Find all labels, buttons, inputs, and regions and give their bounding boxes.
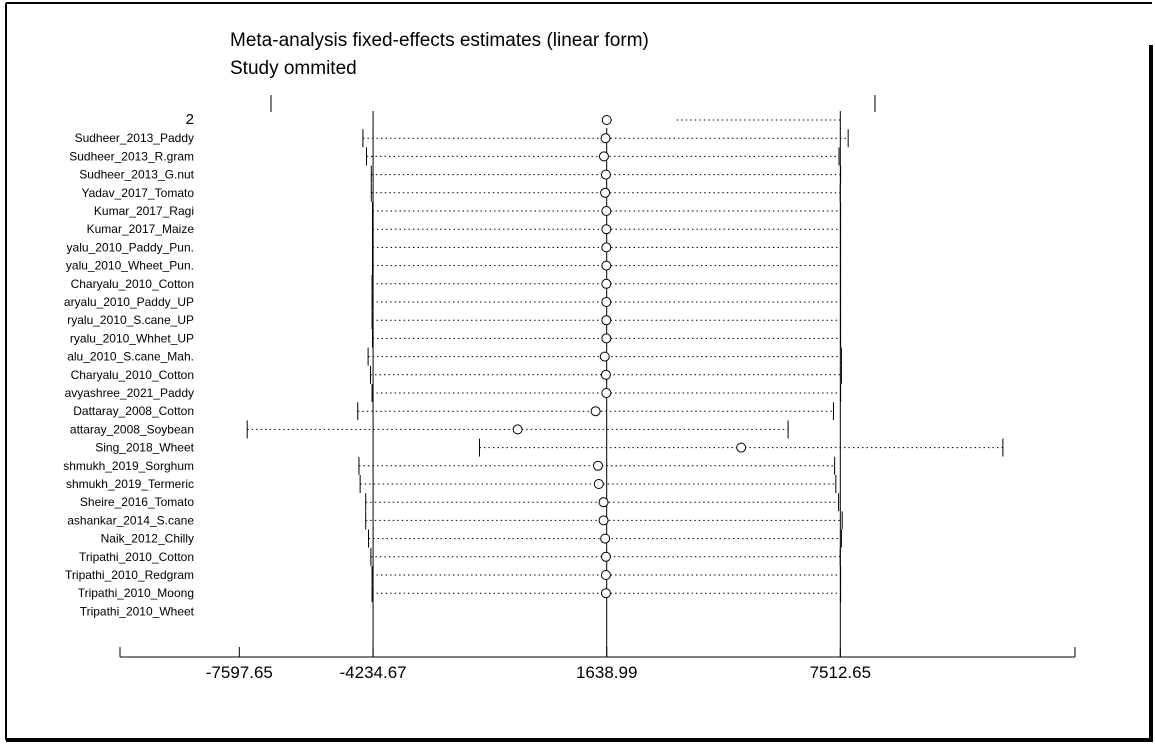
row-label: ryalu_2010_S.cane_UP <box>67 313 194 327</box>
row-label: Sheire_2016_Tomato <box>80 495 194 509</box>
row-label: avyashree_2021_Paddy <box>65 386 194 400</box>
row-label: Sudheer_2013_Paddy <box>75 131 194 145</box>
estimate-marker <box>601 388 612 398</box>
estimate-marker <box>593 479 604 489</box>
row-label: Naik_2012_Chilly <box>101 532 194 546</box>
estimate-marker <box>601 242 612 253</box>
estimate-marker <box>600 187 611 198</box>
estimate-marker <box>598 151 609 162</box>
row-label: Yadav_2017_Tomato <box>81 186 194 200</box>
row-label: shmukh_2019_Termeric <box>66 477 194 491</box>
chart-title: Meta-analysis fixed-effects estimates (l… <box>230 30 649 51</box>
estimate-marker <box>601 224 612 235</box>
x-tick-label: -7597.65 <box>206 663 273 682</box>
estimate-marker <box>601 260 612 271</box>
x-tick-label: 7512.65 <box>810 663 871 682</box>
estimate-marker <box>600 533 611 544</box>
estimate-marker <box>598 497 609 508</box>
row-label: Tripathi_2010_Moong <box>78 586 194 600</box>
estimate-marker <box>600 369 611 380</box>
row-label: 2 <box>186 111 194 128</box>
x-tick-label: -4234.67 <box>340 663 407 682</box>
row-label: yalu_2010_Paddy_Pun. <box>67 240 194 254</box>
row-label: Tripathi_2010_Cotton <box>79 550 194 564</box>
estimate-marker <box>601 115 612 125</box>
row-label: Charyalu_2010_Cotton <box>71 277 194 291</box>
row-label: shmukh_2019_Sorghum <box>63 459 194 473</box>
row-label: ryalu_2010_Whhet_UP <box>70 331 194 345</box>
estimate-marker <box>600 169 611 180</box>
row-label: alu_2010_S.cane_Mah. <box>67 350 194 364</box>
estimate-marker <box>600 588 611 599</box>
row-label: Kumar_2017_Ragi <box>94 204 194 218</box>
estimate-marker <box>601 278 612 289</box>
row-label: ashankar_2014_S.cane <box>67 513 194 527</box>
row-label: Tripathi_2010_Wheet <box>80 604 195 618</box>
row-label: aryalu_2010_Paddy_UP <box>64 295 194 309</box>
estimate-marker <box>600 570 611 580</box>
row-label: Dattaray_2008_Cotton <box>73 404 194 418</box>
estimate-marker <box>512 424 523 435</box>
estimate-marker <box>600 551 611 562</box>
estimate-marker <box>601 315 612 326</box>
estimate-marker <box>601 297 612 307</box>
row-label: yalu_2010_Wheet_Pun. <box>66 259 194 273</box>
estimate-marker <box>600 133 611 144</box>
estimate-marker <box>601 333 612 344</box>
estimate-marker <box>599 351 610 362</box>
estimate-marker <box>601 206 612 216</box>
row-label: Sudheer_2013_R.gram <box>69 149 194 163</box>
row-label: Tripathi_2010_Redgram <box>65 568 194 582</box>
row-label: Sudheer_2013_G.nut <box>79 168 194 182</box>
estimate-marker <box>592 460 603 471</box>
estimate-marker <box>598 515 609 526</box>
row-label: attaray_2008_Soybean <box>70 422 194 436</box>
row-label: Charyalu_2010_Cotton <box>71 368 194 382</box>
row-label: Kumar_2017_Maize <box>87 222 195 236</box>
chart-subtitle: Study ommited <box>230 58 357 79</box>
estimate-marker <box>736 442 747 453</box>
estimate-marker <box>590 406 601 417</box>
x-tick-label: 1638.99 <box>576 663 637 682</box>
row-label: Sing_2018_Wheet <box>95 441 194 455</box>
